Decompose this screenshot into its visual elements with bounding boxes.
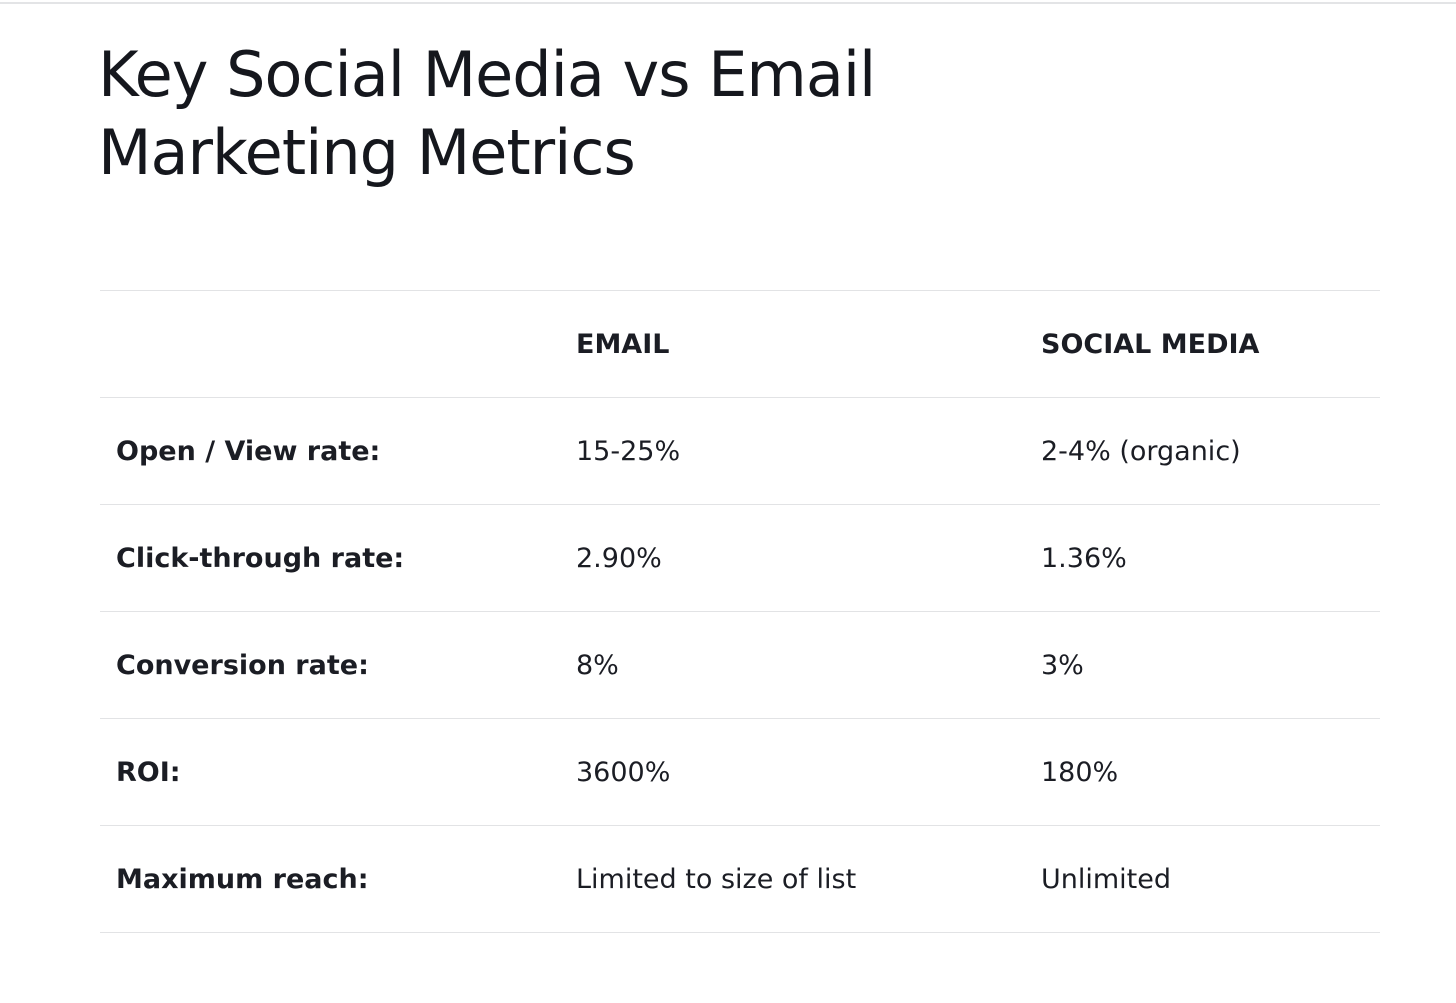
header-social-media: SOCIAL MEDIA [1041,328,1260,360]
top-divider [0,2,1456,4]
email-value: 2.90% [576,542,662,574]
metrics-table: EMAIL SOCIAL MEDIA Open / View rate: 15-… [100,290,1380,933]
email-value: 15-25% [576,435,681,467]
social-value: 2-4% (organic) [1041,435,1241,467]
table-header-row: EMAIL SOCIAL MEDIA [100,291,1380,398]
metric-label: ROI: [116,756,181,788]
table-row: Click-through rate: 2.90% 1.36% [100,505,1380,612]
social-value: 180% [1041,756,1119,788]
header-email: EMAIL [576,328,670,360]
table-row: Conversion rate: 8% 3% [100,612,1380,719]
table-row: Maximum reach: Limited to size of list U… [100,826,1380,933]
social-value: Unlimited [1041,863,1172,895]
page-title: Key Social Media vs Email Marketing Metr… [98,38,876,189]
social-value: 3% [1041,649,1084,681]
metric-label: Conversion rate: [116,649,369,681]
metric-label: Click-through rate: [116,542,405,574]
metric-label: Maximum reach: [116,863,369,895]
table-row: Open / View rate: 15-25% 2-4% (organic) [100,398,1380,505]
email-value: Limited to size of list [576,863,857,895]
email-value: 3600% [576,756,671,788]
table-row: ROI: 3600% 180% [100,719,1380,826]
metric-label: Open / View rate: [116,435,381,467]
email-value: 8% [576,649,619,681]
social-value: 1.36% [1041,542,1127,574]
